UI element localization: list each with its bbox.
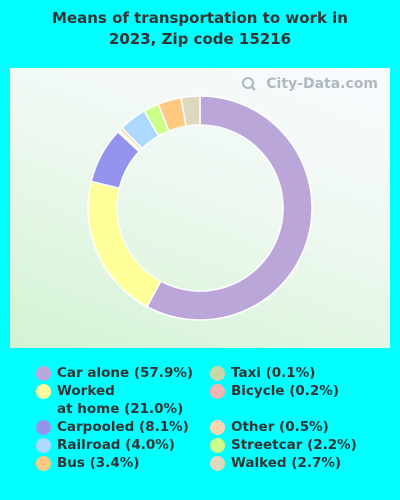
legend-item-streetcar: Streetcar (2.2%) (210, 436, 357, 454)
legend-swatch-car-alone (36, 366, 51, 381)
legend-item-railroad: Railroad (4.0%) (36, 436, 175, 454)
legend-label-carpooled: Carpooled (8.1%) (57, 419, 189, 435)
legend-swatch-streetcar (210, 438, 225, 453)
watermark-text: City-Data.com (266, 76, 378, 92)
legend-item-other: Other (0.5%) (210, 418, 329, 436)
legend-swatch-bicycle (210, 384, 225, 399)
legend-label-bus: Bus (3.4%) (57, 455, 140, 471)
legend-swatch-taxi (210, 366, 225, 381)
legend-label-bicycle: Bicycle (0.2%) (231, 383, 339, 399)
chart-title-line-1: Means of transportation to work in (52, 9, 348, 27)
donut-chart (87, 95, 313, 321)
legend-swatch-railroad (36, 438, 51, 453)
legend-label-other: Other (0.5%) (231, 419, 329, 435)
legend-item-bicycle: Bicycle (0.2%) (210, 382, 339, 400)
legend-swatch-worked-at-home (36, 384, 51, 399)
legend-swatch-other (210, 420, 225, 435)
legend-label-worked-at-home: Worked at home (21.0%) (57, 383, 184, 417)
chart-title-line-2: 2023, Zip code 15216 (108, 30, 292, 48)
legend-label-railroad: Railroad (4.0%) (57, 437, 175, 453)
legend-item-taxi: Taxi (0.1%) (210, 364, 315, 382)
watermark: City-Data.com (241, 76, 378, 92)
slice-car-alone (146, 95, 313, 321)
legend-item-walked: Walked (2.7%) (210, 454, 341, 472)
legend: Car alone (57.9%) Worked at home (21.0%) Ca… (0, 364, 400, 494)
legend-label-car-alone: Car alone (57.9%) (57, 365, 194, 381)
legend-label-walked: Walked (2.7%) (231, 455, 342, 471)
chart-title: Means of transportation to work in 2023,… (0, 8, 400, 50)
legend-label-streetcar: Streetcar (2.2%) (231, 437, 357, 453)
magnifier-icon (242, 77, 257, 91)
plot-area: City-Data.com (10, 68, 390, 348)
slice-walked (180, 95, 201, 128)
legend-swatch-walked (210, 456, 225, 471)
legend-item-car-alone: Car alone (57.9%) (36, 364, 193, 382)
legend-label-taxi: Taxi (0.1%) (231, 365, 316, 381)
slice-worked-at-home (87, 180, 162, 308)
legend-item-worked-at-home: Worked at home (21.0%) (36, 382, 183, 418)
legend-swatch-bus (36, 456, 51, 471)
legend-item-bus: Bus (3.4%) (36, 454, 139, 472)
legend-swatch-carpooled (36, 420, 51, 435)
legend-item-carpooled: Carpooled (8.1%) (36, 418, 189, 436)
